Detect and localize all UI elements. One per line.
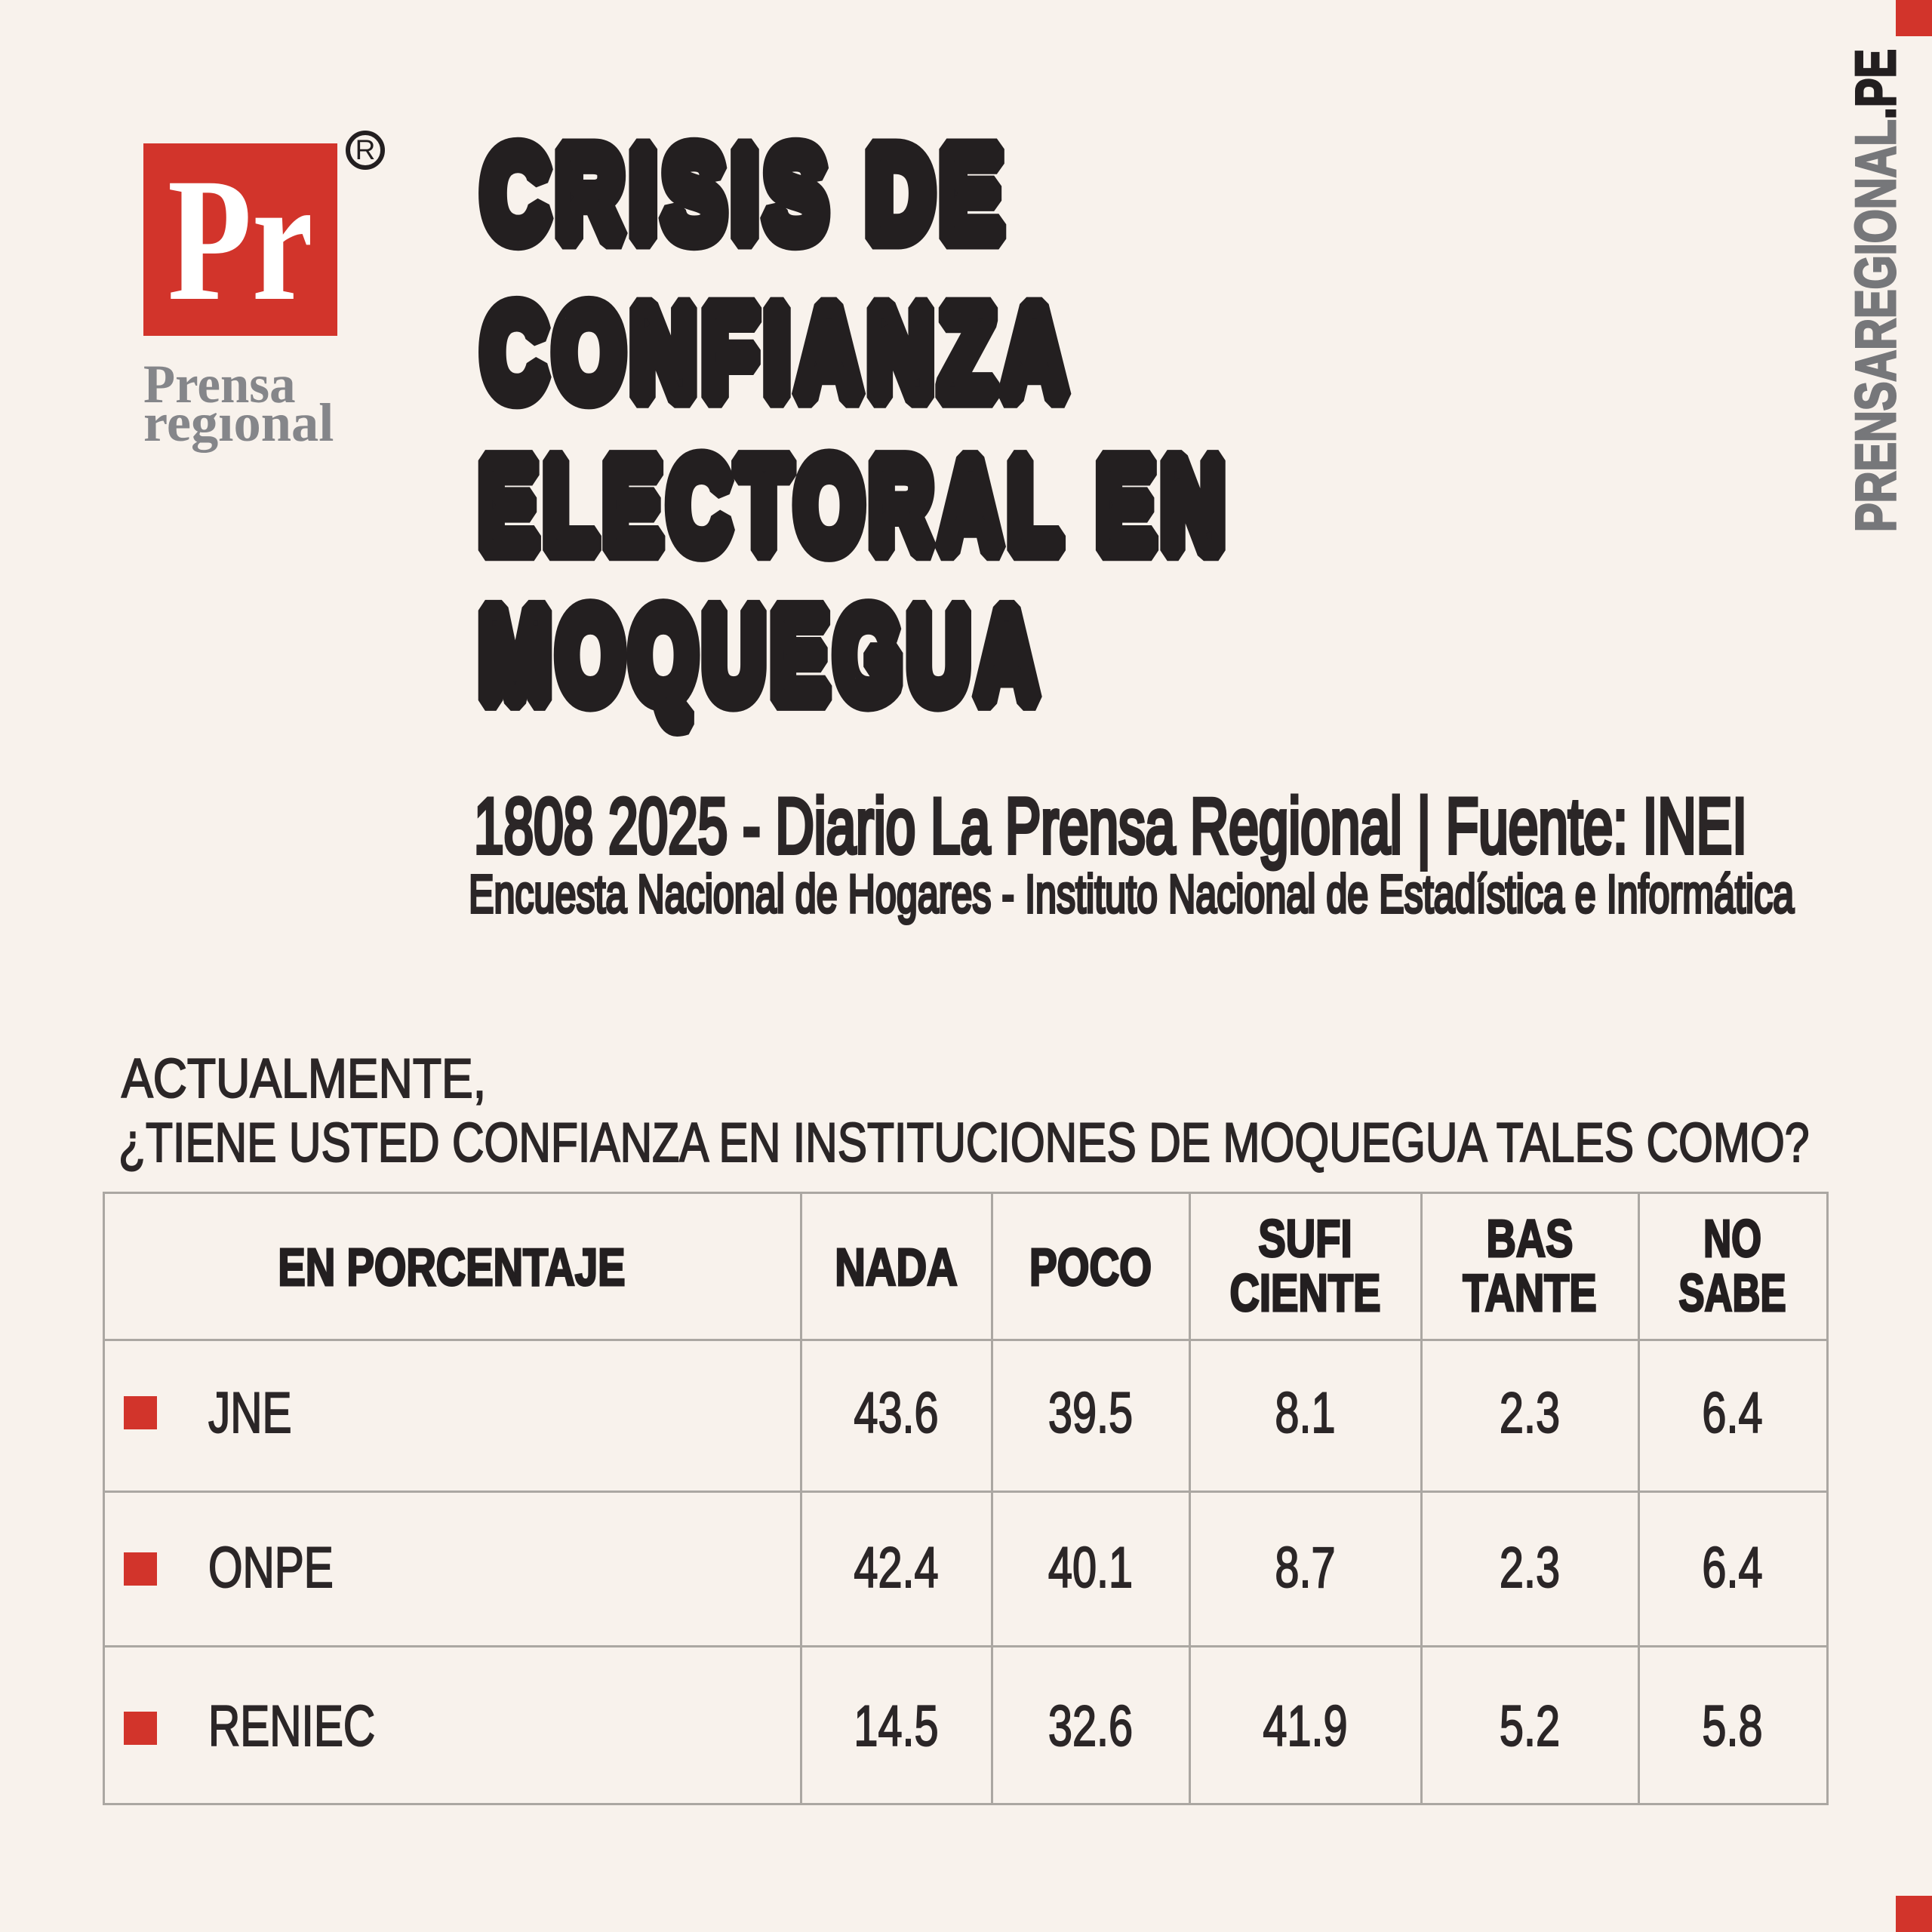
- svg-text:CONFIANZA: CONFIANZA: [482, 280, 1074, 426]
- svg-text:ELECTORAL EN: ELECTORAL EN: [479, 433, 1231, 579]
- svg-text:MOQUEGUA: MOQUEGUA: [479, 583, 1044, 728]
- svg-text:CRISIS DE: CRISIS DE: [482, 121, 1009, 267]
